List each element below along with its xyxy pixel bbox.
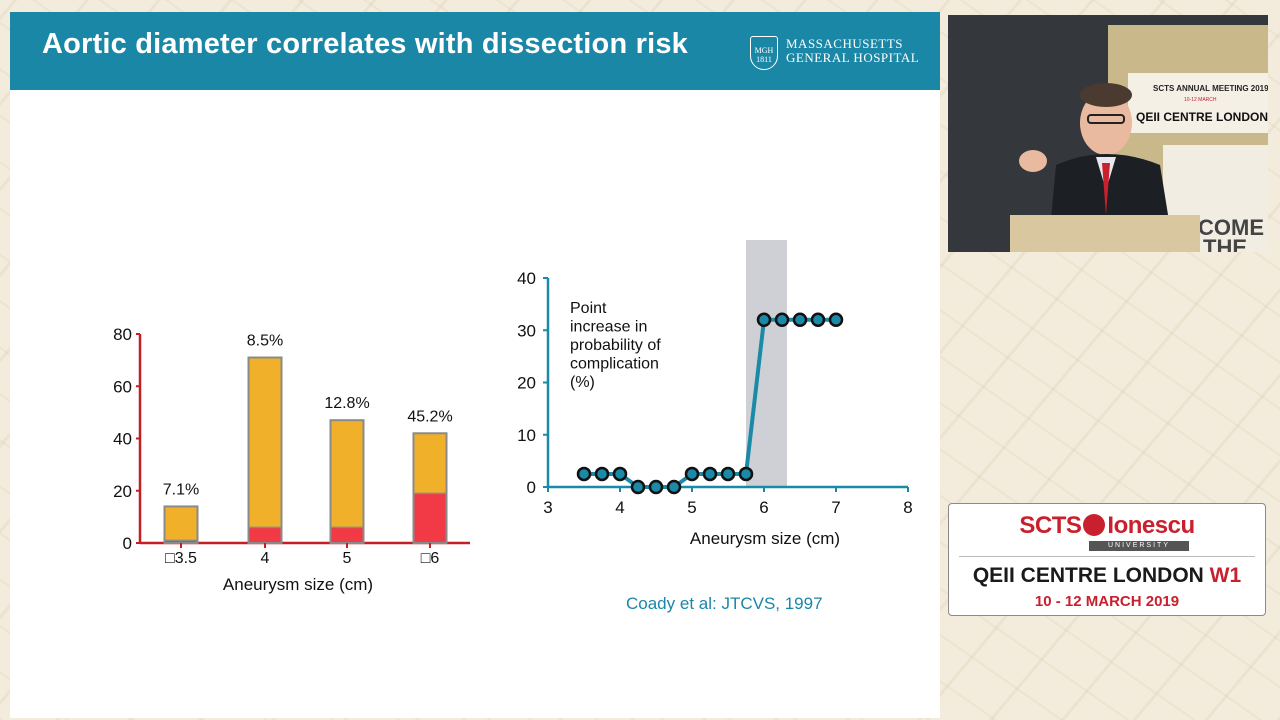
bar-y-tick-label: 80 <box>113 325 132 344</box>
line-data-point <box>666 479 682 495</box>
venue-name: QEII CENTRE LONDON <box>972 564 1204 587</box>
bar-x-axis-label: Aneurysm size (cm) <box>223 575 373 594</box>
line-data-point <box>792 312 808 328</box>
bar-segment-yellow <box>163 505 199 544</box>
line-data-point <box>828 312 844 328</box>
line-x-tick-label: 8 <box>903 498 912 517</box>
banner-dates: 10 - 12 MARCH 2019 <box>1034 593 1180 610</box>
slide-charts: 0204060807.1%□3.58.5%412.8%545.2%□6Aneur… <box>113 240 913 594</box>
line-annotation: Point <box>570 300 607 317</box>
line-x-tick-label: 4 <box>615 498 624 517</box>
bar-data-label: 8.5% <box>247 333 283 350</box>
bar-y-tick-label: 40 <box>113 430 132 449</box>
banner-brand: SCTS Ionescu <box>949 512 1265 540</box>
line-x-tick-label: 5 <box>687 498 696 517</box>
banner-university: UNIVERSITY <box>1089 541 1189 551</box>
bar-category-label: □3.5 <box>165 550 197 567</box>
line-chart: 0 10 20 30 40 3 4 5 6 7 8 Point increase inprobabili… <box>517 240 913 548</box>
bar-segment-red <box>414 493 446 542</box>
line-annotation: complication <box>570 356 659 373</box>
bar-category-label: □6 <box>421 550 440 567</box>
sign-title: SCTS ANNUAL MEETING 2019 <box>1153 84 1268 93</box>
bar-category-label: 5 <box>343 550 352 567</box>
line-data-point <box>720 466 736 482</box>
line-y-tick-label: 0 <box>527 478 536 497</box>
bar-y-tick-label: 0 <box>123 534 132 553</box>
brand-scts: SCTS <box>1019 512 1082 539</box>
line-data-point <box>612 466 628 482</box>
line-x-tick-label: 6 <box>759 498 768 517</box>
line-data-point <box>684 466 700 482</box>
line-data-point <box>702 466 718 482</box>
line-y-tick-label: 40 <box>517 269 536 288</box>
bar-segment-red <box>249 527 281 542</box>
banner-venue: QEII CENTRE LONDON W1 <box>949 564 1265 588</box>
event-sign <box>1128 73 1268 133</box>
slide-title: Aortic diameter correlates with dissecti… <box>42 28 689 60</box>
bar-segment-yellow <box>247 356 283 545</box>
bar-y-tick-label: 60 <box>113 377 132 396</box>
event-banner: SCTS Ionescu UNIVERSITY QEII CENTRE LONDO… <box>948 503 1266 616</box>
line-y-tick-label: 10 <box>517 426 536 445</box>
speaker-hand <box>1019 150 1047 172</box>
line-annotation: (%) <box>570 374 595 391</box>
sign-sub: 10-12 MARCH <box>1184 97 1217 103</box>
bar-data-label: 7.1% <box>163 481 199 498</box>
bar-segment-yellow <box>329 419 365 544</box>
bar-data-label: 45.2% <box>407 408 452 425</box>
line-x-tick-label: 7 <box>831 498 840 517</box>
mgh-logo-text: MASSACHUSETTS GENERAL HOSPITAL <box>786 37 919 65</box>
podium <box>1010 215 1200 252</box>
line-data-point <box>630 479 646 495</box>
mgh-shield-icon: MGH 1811 <box>750 36 778 70</box>
bar-chart: 0 20 40 60 80 7.1% □3.5 8.5% 4 12.8% 5 45.2% □6 Aneur… <box>113 325 470 594</box>
line-annotation: probability of <box>570 337 661 354</box>
bar-segment-red <box>165 540 197 542</box>
line-data-point <box>756 312 772 328</box>
logo-line-2: GENERAL HOSPITAL <box>786 50 920 65</box>
logo-line-1: MASSACHUSETTS <box>786 36 904 51</box>
line-data-point <box>576 466 592 482</box>
highlight-band <box>746 240 788 487</box>
sign-venue: QEII CENTRE LONDON W1 <box>1136 110 1268 124</box>
bar-data-label: 12.8% <box>324 395 369 412</box>
line-x-tick-label: 3 <box>543 498 552 517</box>
bar-y-tick-label: 20 <box>113 482 132 501</box>
line-data-point <box>648 479 664 495</box>
line-y-tick-label: 30 <box>517 321 536 340</box>
bar-segment-red <box>331 527 363 542</box>
line-data-point <box>738 466 754 482</box>
welcome-text: COME <box>1198 215 1264 240</box>
ionescu-logo-icon <box>1083 514 1106 536</box>
welcome-text-2: THE <box>1203 235 1247 252</box>
line-data-point <box>810 312 826 328</box>
line-x-axis-label: Aneurysm size (cm) <box>690 529 840 548</box>
bar-category-label: 4 <box>261 550 270 567</box>
banner-divider <box>959 556 1255 557</box>
line-y-tick-label: 20 <box>517 374 536 393</box>
line-data-point <box>594 466 610 482</box>
slide-header: Aortic diameter correlates with dissecti… <box>10 12 940 90</box>
line-data-point <box>774 312 790 328</box>
brand-ionescu: Ionescu <box>1107 512 1195 539</box>
line-annotation: increase in <box>570 319 647 336</box>
speaker-video: SCTS ANNUAL MEETING 2019 10-12 MARCH QEI… <box>948 15 1268 252</box>
venue-w1: W1 <box>1209 564 1242 587</box>
citation: Coady et al: JTCVS, 1997 <box>626 594 823 613</box>
